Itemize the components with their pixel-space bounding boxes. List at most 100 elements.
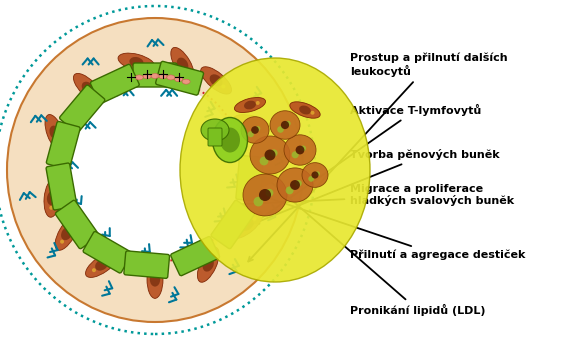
Ellipse shape (296, 146, 305, 154)
Ellipse shape (70, 82, 240, 258)
Ellipse shape (233, 115, 270, 133)
Ellipse shape (220, 128, 240, 153)
Ellipse shape (7, 18, 303, 322)
Text: Aktivace T-lymfovytů: Aktivace T-lymfovytů (234, 104, 481, 237)
Ellipse shape (250, 136, 290, 174)
Ellipse shape (185, 71, 189, 74)
Ellipse shape (259, 189, 271, 201)
FancyBboxPatch shape (171, 237, 219, 276)
FancyBboxPatch shape (124, 251, 170, 278)
Ellipse shape (240, 170, 277, 188)
Ellipse shape (265, 150, 276, 160)
FancyBboxPatch shape (46, 121, 80, 169)
Ellipse shape (265, 189, 273, 197)
FancyBboxPatch shape (211, 200, 255, 249)
Ellipse shape (180, 58, 370, 282)
Ellipse shape (135, 261, 142, 268)
Ellipse shape (254, 197, 263, 206)
Ellipse shape (270, 111, 300, 139)
Ellipse shape (49, 125, 60, 140)
Text: Přilnutí a agregace destiček: Přilnutí a agregace destiček (234, 186, 525, 260)
Ellipse shape (44, 180, 60, 217)
FancyBboxPatch shape (133, 63, 177, 87)
Text: Prostup a přilnutí dalších
leukocytů: Prostup a přilnutí dalších leukocytů (248, 53, 508, 261)
Ellipse shape (270, 149, 277, 157)
Ellipse shape (135, 75, 143, 80)
Ellipse shape (147, 260, 163, 299)
Ellipse shape (251, 126, 259, 134)
Ellipse shape (95, 259, 108, 271)
Ellipse shape (244, 101, 256, 109)
Ellipse shape (55, 217, 79, 250)
Ellipse shape (295, 180, 302, 186)
FancyBboxPatch shape (90, 64, 140, 103)
Ellipse shape (144, 63, 148, 67)
Ellipse shape (244, 118, 259, 129)
Ellipse shape (255, 126, 261, 131)
Ellipse shape (159, 74, 167, 79)
Ellipse shape (259, 124, 263, 128)
Ellipse shape (74, 73, 102, 103)
Ellipse shape (174, 77, 182, 82)
Ellipse shape (118, 53, 155, 71)
Text: Pronikání lipidů (LDL): Pronikání lipidů (LDL) (244, 158, 486, 316)
Ellipse shape (197, 247, 219, 282)
Ellipse shape (60, 240, 64, 244)
Ellipse shape (153, 268, 157, 272)
Ellipse shape (290, 102, 320, 118)
FancyBboxPatch shape (56, 200, 99, 249)
Ellipse shape (232, 211, 263, 238)
Ellipse shape (45, 115, 65, 151)
Ellipse shape (285, 121, 291, 126)
Ellipse shape (277, 126, 284, 133)
Ellipse shape (292, 151, 299, 158)
Ellipse shape (143, 74, 151, 79)
Ellipse shape (150, 272, 160, 287)
FancyBboxPatch shape (236, 155, 263, 201)
FancyBboxPatch shape (46, 163, 77, 210)
Ellipse shape (277, 168, 313, 202)
Text: Migrace a proliferace
hladkých svalových buněk: Migrace a proliferace hladkých svalových… (230, 184, 514, 207)
Ellipse shape (167, 75, 175, 80)
Ellipse shape (315, 171, 320, 176)
Ellipse shape (241, 219, 254, 231)
Ellipse shape (221, 85, 225, 88)
Ellipse shape (56, 139, 60, 143)
Ellipse shape (285, 186, 294, 194)
Ellipse shape (302, 163, 328, 187)
Ellipse shape (232, 119, 239, 125)
Ellipse shape (93, 94, 100, 101)
Ellipse shape (92, 268, 96, 272)
Ellipse shape (210, 74, 222, 86)
Ellipse shape (61, 200, 68, 207)
Ellipse shape (177, 57, 188, 71)
Ellipse shape (252, 174, 266, 185)
Ellipse shape (151, 73, 159, 79)
Ellipse shape (256, 101, 260, 105)
Ellipse shape (299, 105, 311, 115)
Ellipse shape (210, 254, 214, 258)
Ellipse shape (201, 119, 229, 141)
Ellipse shape (248, 131, 254, 137)
Ellipse shape (243, 174, 287, 216)
Ellipse shape (211, 239, 218, 246)
Ellipse shape (284, 135, 316, 165)
Ellipse shape (252, 217, 256, 221)
Ellipse shape (259, 157, 269, 165)
FancyBboxPatch shape (208, 128, 222, 146)
Ellipse shape (49, 206, 53, 210)
FancyBboxPatch shape (156, 61, 204, 95)
Ellipse shape (266, 175, 270, 179)
FancyBboxPatch shape (60, 85, 105, 133)
Ellipse shape (301, 146, 306, 151)
Ellipse shape (290, 180, 300, 190)
Ellipse shape (201, 67, 232, 94)
Ellipse shape (234, 98, 266, 113)
Ellipse shape (93, 93, 97, 97)
Ellipse shape (182, 79, 190, 84)
Ellipse shape (203, 258, 214, 272)
FancyBboxPatch shape (83, 232, 132, 273)
Ellipse shape (310, 111, 314, 115)
Ellipse shape (308, 176, 314, 182)
Ellipse shape (281, 121, 289, 129)
